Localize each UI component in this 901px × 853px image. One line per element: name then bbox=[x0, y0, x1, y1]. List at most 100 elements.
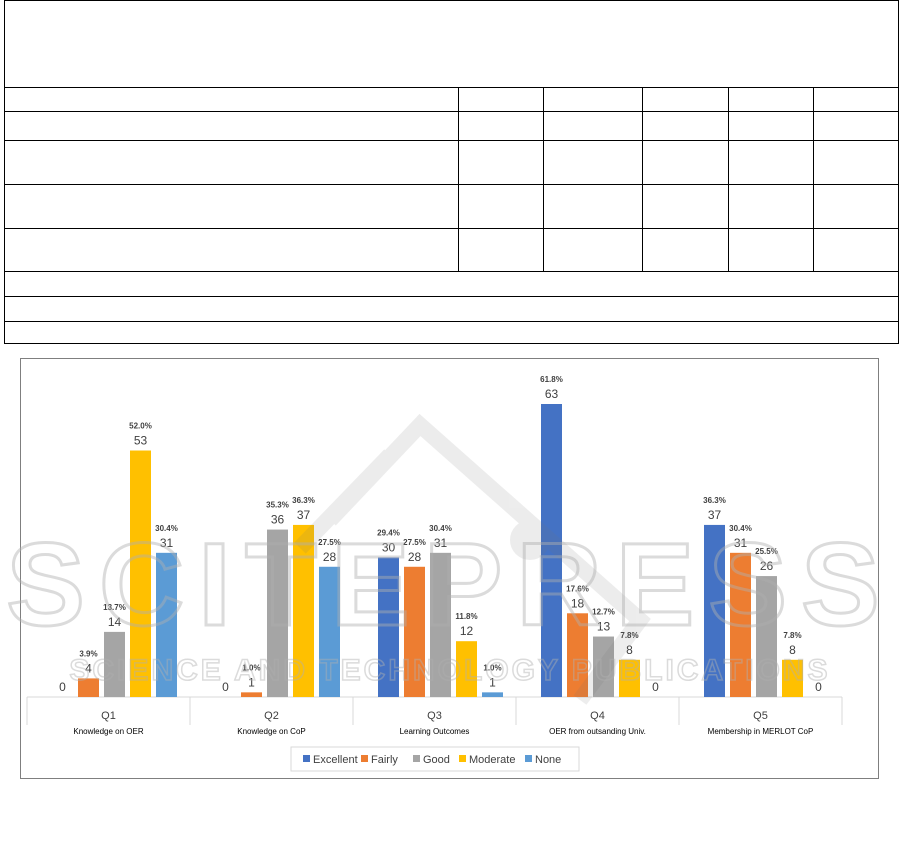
table-rule bbox=[5, 296, 898, 297]
bar-count-label: 31 bbox=[434, 536, 448, 550]
bar-good-q3 bbox=[430, 552, 451, 697]
bar-percent-label: 35.3% bbox=[266, 501, 289, 510]
category-label: Q3 bbox=[427, 710, 442, 722]
bar-percent-label: 7.8% bbox=[620, 631, 638, 640]
bar-count-label: 31 bbox=[160, 536, 174, 550]
bar-count-label: 63 bbox=[545, 387, 559, 401]
bar-good-q4 bbox=[593, 636, 614, 697]
bar-percent-label: 13.7% bbox=[103, 603, 126, 612]
bar-count-label: 8 bbox=[626, 643, 633, 657]
legend-swatch-fairly bbox=[361, 755, 368, 762]
table-rule bbox=[5, 271, 898, 272]
table-rule bbox=[5, 140, 898, 141]
bar-percent-label: 30.4% bbox=[429, 524, 452, 533]
table-rule bbox=[728, 87, 729, 271]
category-label: Q5 bbox=[753, 710, 768, 722]
bar-count-label: 53 bbox=[134, 434, 148, 448]
bar-percent-label: 27.5% bbox=[403, 538, 426, 547]
bar-count-label: 30 bbox=[382, 540, 396, 554]
legend-swatch-good bbox=[413, 755, 420, 762]
bar-count-label: 18 bbox=[571, 596, 585, 610]
bar-count-label: 37 bbox=[297, 508, 311, 522]
bar-percent-label: 27.5% bbox=[318, 538, 341, 547]
table-rule bbox=[5, 111, 898, 112]
bar-count-label: 4 bbox=[85, 661, 92, 675]
bar-moderate-q3 bbox=[456, 641, 477, 697]
table-rule bbox=[5, 184, 898, 185]
bar-good-q2 bbox=[267, 529, 288, 697]
bar-excellent-q4 bbox=[541, 404, 562, 697]
bar-percent-label: 30.4% bbox=[155, 524, 178, 533]
bar-fairly-q5 bbox=[730, 552, 751, 697]
table-rule bbox=[5, 228, 898, 229]
legend-label-none: None bbox=[535, 754, 561, 766]
category-subtitle: Knowledge on OER bbox=[73, 727, 143, 736]
bar-percent-label: 25.5% bbox=[755, 547, 778, 556]
legend-label-fairly: Fairly bbox=[371, 754, 398, 766]
bar-percent-label: 17.6% bbox=[566, 584, 589, 593]
bar-count-label: 14 bbox=[108, 615, 122, 629]
legend-label-good: Good bbox=[423, 754, 450, 766]
bar-count-label: 31 bbox=[734, 536, 748, 550]
bar-moderate-q2 bbox=[293, 524, 314, 697]
bar-none-q2 bbox=[319, 566, 340, 697]
bar-count-label: 8 bbox=[789, 643, 796, 657]
bar-none-q3 bbox=[482, 692, 503, 697]
bar-count-label: 0 bbox=[815, 680, 822, 694]
bar-good-q5 bbox=[756, 576, 777, 697]
bar-percent-label: 36.3% bbox=[292, 496, 315, 505]
bar-moderate-q5 bbox=[782, 659, 803, 697]
bar-fairly-q3 bbox=[404, 566, 425, 697]
bar-chart: 0 4 3.9% 14 13.7% 53 52.0% 31 30.4% Q1 Knowledge o… bbox=[26, 375, 843, 772]
bar-fairly-q2 bbox=[241, 692, 262, 697]
bar-count-label: 37 bbox=[708, 508, 722, 522]
bar-count-label: 12 bbox=[460, 624, 474, 638]
bar-percent-label: 30.4% bbox=[729, 524, 752, 533]
bar-count-label: 0 bbox=[59, 680, 66, 694]
category-label: Q4 bbox=[590, 710, 605, 722]
bar-percent-label: 11.8% bbox=[455, 612, 477, 621]
bar-percent-label: 52.0% bbox=[129, 422, 152, 431]
bar-percent-label: 1.0% bbox=[242, 663, 260, 672]
legend-label-excellent: Excellent bbox=[313, 754, 358, 766]
bar-moderate-q1 bbox=[130, 450, 151, 697]
category-subtitle: Learning Outcomes bbox=[400, 727, 470, 736]
bar-count-label: 1 bbox=[248, 675, 255, 689]
bar-count-label: 26 bbox=[760, 559, 774, 573]
table-rule bbox=[813, 87, 814, 271]
legend-swatch-none bbox=[525, 755, 532, 762]
bar-percent-label: 3.9% bbox=[79, 649, 97, 658]
table-rule bbox=[458, 87, 459, 271]
bar-count-label: 13 bbox=[597, 620, 611, 634]
bar-count-label: 28 bbox=[323, 550, 337, 564]
table-rule bbox=[642, 87, 643, 271]
bar-count-label: 28 bbox=[408, 550, 422, 564]
bar-count-label: 0 bbox=[222, 680, 229, 694]
bar-excellent-q3 bbox=[378, 557, 399, 697]
table-rule bbox=[5, 321, 898, 322]
empty-table-frame bbox=[4, 0, 899, 344]
bar-none-q1 bbox=[156, 552, 177, 697]
bar-count-label: 1 bbox=[489, 675, 496, 689]
bar-moderate-q4 bbox=[619, 659, 640, 697]
chart-frame: 0 4 3.9% 14 13.7% 53 52.0% 31 30.4% Q1 Knowledge o… bbox=[20, 358, 879, 779]
legend-label-moderate: Moderate bbox=[469, 754, 515, 766]
bar-percent-label: 29.4% bbox=[377, 528, 400, 537]
bar-good-q1 bbox=[104, 631, 125, 697]
bar-percent-label: 36.3% bbox=[703, 496, 726, 505]
bar-fairly-q4 bbox=[567, 613, 588, 697]
category-subtitle: OER from outsanding Univ. bbox=[549, 727, 646, 736]
bar-percent-label: 61.8% bbox=[540, 375, 563, 384]
bar-count-label: 36 bbox=[271, 513, 285, 527]
category-subtitle: Knowledge on CoP bbox=[237, 727, 306, 736]
bar-percent-label: 1.0% bbox=[483, 663, 501, 672]
bar-percent-label: 7.8% bbox=[783, 631, 801, 640]
category-label: Q1 bbox=[101, 710, 116, 722]
table-rule bbox=[5, 87, 898, 88]
bar-excellent-q5 bbox=[704, 524, 725, 697]
bar-fairly-q1 bbox=[78, 678, 99, 697]
bar-count-label: 0 bbox=[652, 680, 659, 694]
category-subtitle: Membership in MERLOT CoP bbox=[708, 727, 814, 736]
table-rule bbox=[543, 87, 544, 271]
legend-swatch-excellent bbox=[303, 755, 310, 762]
